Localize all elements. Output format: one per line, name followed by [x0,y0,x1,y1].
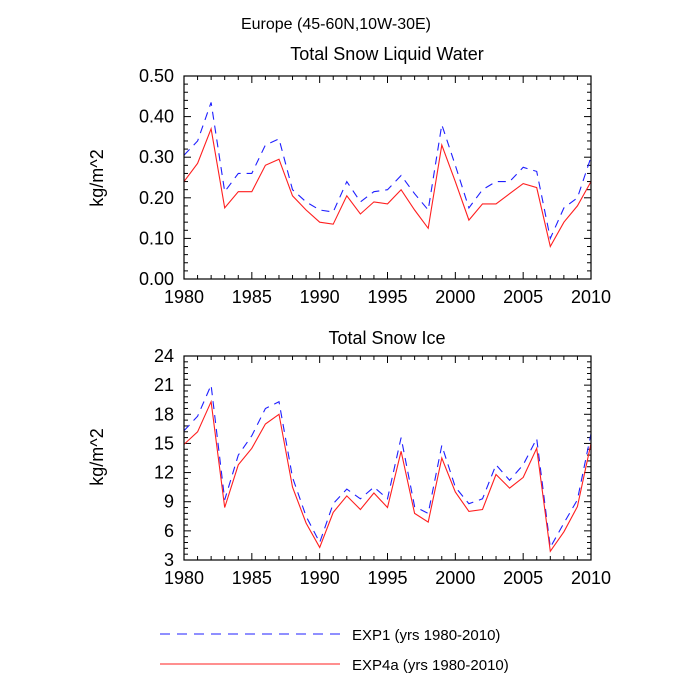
y-tick-label: 3 [164,550,174,570]
legend-label-exp4a: EXP4a (yrs 1980-2010) [352,657,509,674]
y-tick-label: 18 [154,404,174,424]
x-tick-label: 2000 [435,568,475,588]
x-tick-label: 2010 [571,287,611,307]
x-tick-label: 1980 [164,287,204,307]
y-tick-label: 0.50 [139,66,174,86]
series-line-exp4a [183,126,592,249]
y-tick-label: 0.00 [139,269,174,289]
x-tick-label: 2000 [435,287,475,307]
x-tick-label: 1985 [232,287,272,307]
plot-frame [183,75,592,280]
y-tick-label: 15 [154,433,174,453]
y-tick-label: 21 [154,375,174,395]
legend: EXP1 (yrs 1980-2010) EXP4a (yrs 1980-201… [160,627,509,674]
x-tick-label: 1980 [164,568,204,588]
plot-area: 3 6 9 12 15 18 21 24 1980 1985 1990 1995 2000 2005 201… [154,346,611,588]
y-tick-label: 0.10 [139,228,174,248]
chart-title: Total Snow Ice [328,328,445,348]
figure-suptitle: Europe (45-60N,10W-30E) [241,16,431,33]
x-tick-label: 1995 [367,287,407,307]
x-tick-label: 1985 [232,568,272,588]
y-axis-label: kg/m^2 [87,428,107,485]
plot-frame [183,355,592,561]
x-tick-label: 2005 [503,568,543,588]
legend-label-exp1: EXP1 (yrs 1980-2010) [352,627,500,644]
y-tick-label: 0.40 [139,107,174,127]
y-tick-label: 6 [164,521,174,541]
y-tick-label: 0.20 [139,188,174,208]
series-line-exp1 [183,383,592,550]
plot-area: 0.00 0.10 0.20 0.30 0.40 0.50 1980 1985 1990 1995… [139,66,611,307]
x-tick-label: 1990 [300,287,340,307]
series-line-exp4a [183,399,592,553]
series-line-exp1 [183,102,592,241]
y-tick-label: 0.30 [139,147,174,167]
x-tick-label: 2005 [503,287,543,307]
y-axis-label: kg/m^2 [87,149,107,206]
y-tick-label: 9 [164,492,174,512]
x-tick-label: 1995 [367,568,407,588]
x-tick-label: 2010 [571,568,611,588]
chart-panel-liquid-water: Total Snow Liquid Water kg/m^2 0.000.100… [87,44,611,307]
y-tick-label: 12 [154,463,174,483]
chart-panel-snow-ice: Total Snow Ice kg/m^2 3 6 9 12 15 18 21 24 1980 1… [87,328,611,588]
y-tick-label: 24 [154,346,174,366]
x-tick-label: 1990 [300,568,340,588]
chart-title: Total Snow Liquid Water [290,44,483,64]
